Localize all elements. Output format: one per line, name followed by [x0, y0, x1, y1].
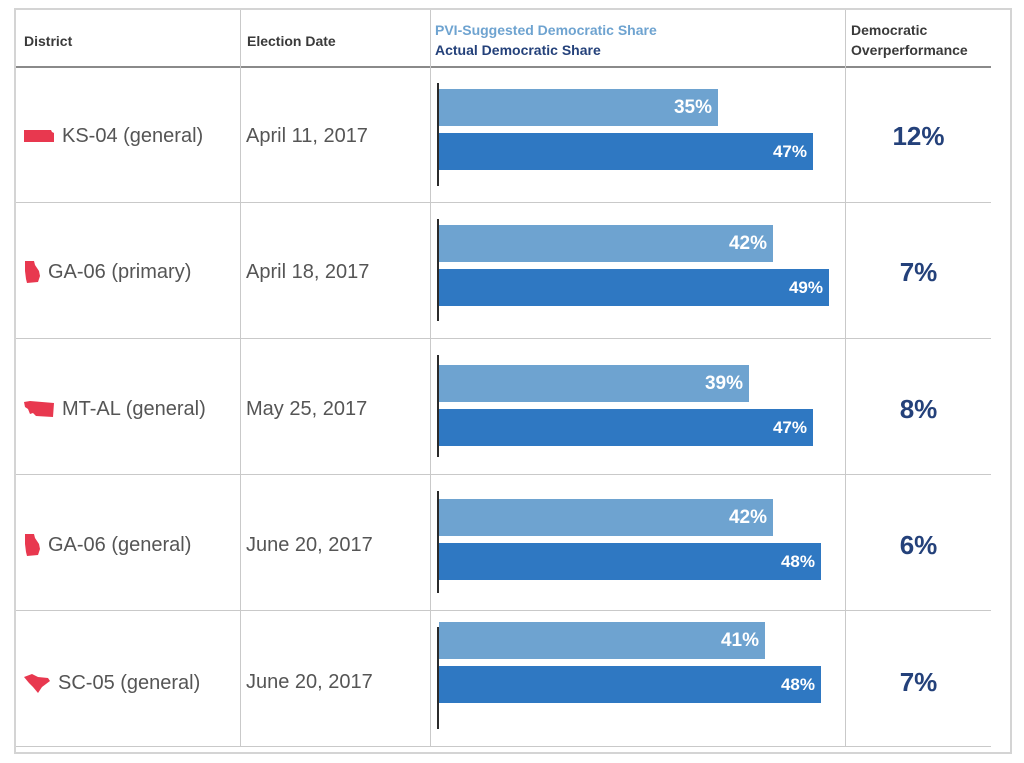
chart-axis: [437, 355, 439, 457]
georgia-shape-icon: [25, 534, 40, 556]
district-cell: SC-05 (general): [24, 668, 200, 698]
actual-share-bar: 49%: [439, 269, 829, 306]
district-label: MT-AL (general): [62, 397, 206, 420]
pvi-share-bar: 35%: [439, 89, 718, 126]
election-date: June 20, 2017: [246, 534, 373, 556]
election-date: April 18, 2017: [246, 261, 370, 283]
header-election-date: Election Date: [247, 33, 336, 49]
header-overperformance-line2: Overperformance: [851, 42, 968, 58]
bar-value-label: 39%: [704, 373, 743, 394]
district-label: GA-06 (primary): [48, 260, 192, 283]
actual-share-bar: 48%: [439, 666, 821, 703]
bar-value-label: 47%: [772, 142, 807, 161]
legend-pvi: PVI-Suggested Democratic Share: [435, 22, 657, 38]
bottom-divider: [16, 746, 991, 747]
overperformance-value: 7%: [899, 257, 938, 287]
kansas-shape-icon: [24, 130, 54, 142]
south-carolina-shape-icon: [24, 674, 50, 693]
district-cell: GA-06 (general): [24, 530, 191, 560]
row-divider: [16, 474, 991, 475]
header-divider: [16, 66, 991, 68]
election-date: May 25, 2017: [246, 398, 368, 420]
pvi-share-bar: 42%: [439, 499, 773, 536]
district-label: SC-05 (general): [58, 671, 201, 694]
column-divider: [430, 10, 431, 746]
district-cell: KS-04 (general): [24, 121, 203, 151]
overperformance-value: 12%: [892, 121, 945, 151]
election-date: June 20, 2017: [246, 671, 373, 693]
bar-value-label: 47%: [772, 418, 807, 437]
actual-share-bar: 47%: [439, 409, 813, 446]
bar-value-label: 42%: [728, 233, 767, 254]
district-label: GA-06 (general): [48, 533, 192, 556]
chart-axis: [437, 491, 439, 593]
header-overperformance-line1: Democratic: [851, 22, 928, 38]
bar-value-label: 35%: [673, 97, 712, 118]
column-divider: [240, 10, 241, 746]
actual-share-bar: 48%: [439, 543, 821, 580]
header-district: District: [24, 33, 73, 49]
pvi-share-bar: 42%: [439, 225, 773, 262]
bar-value-label: 41%: [720, 630, 759, 651]
montana-shape-icon: [24, 401, 54, 417]
row-divider: [16, 338, 991, 339]
bar-value-label: 42%: [728, 507, 767, 528]
row-divider: [16, 202, 991, 203]
column-divider: [845, 10, 846, 746]
pvi-share-bar: 41%: [439, 622, 765, 659]
bar-value-label: 49%: [788, 278, 823, 297]
row-divider: [16, 610, 991, 611]
actual-share-bar: 47%: [439, 133, 813, 170]
legend-actual: Actual Democratic Share: [435, 42, 601, 58]
georgia-shape-icon: [25, 261, 40, 283]
district-cell: MT-AL (general): [24, 394, 206, 424]
district-cell: GA-06 (primary): [24, 257, 191, 287]
overperformance-value: 6%: [899, 530, 938, 560]
chart-axis: [437, 627, 439, 729]
bar-value-label: 48%: [780, 552, 815, 571]
bar-value-label: 48%: [780, 675, 815, 694]
district-label: KS-04 (general): [62, 124, 204, 147]
pvi-share-bar: 39%: [439, 365, 749, 402]
election-date: April 11, 2017: [246, 125, 368, 147]
overperformance-value: 7%: [899, 667, 938, 697]
overperformance-value: 8%: [899, 394, 938, 424]
chart-axis: [437, 83, 439, 186]
chart-axis: [437, 219, 439, 321]
